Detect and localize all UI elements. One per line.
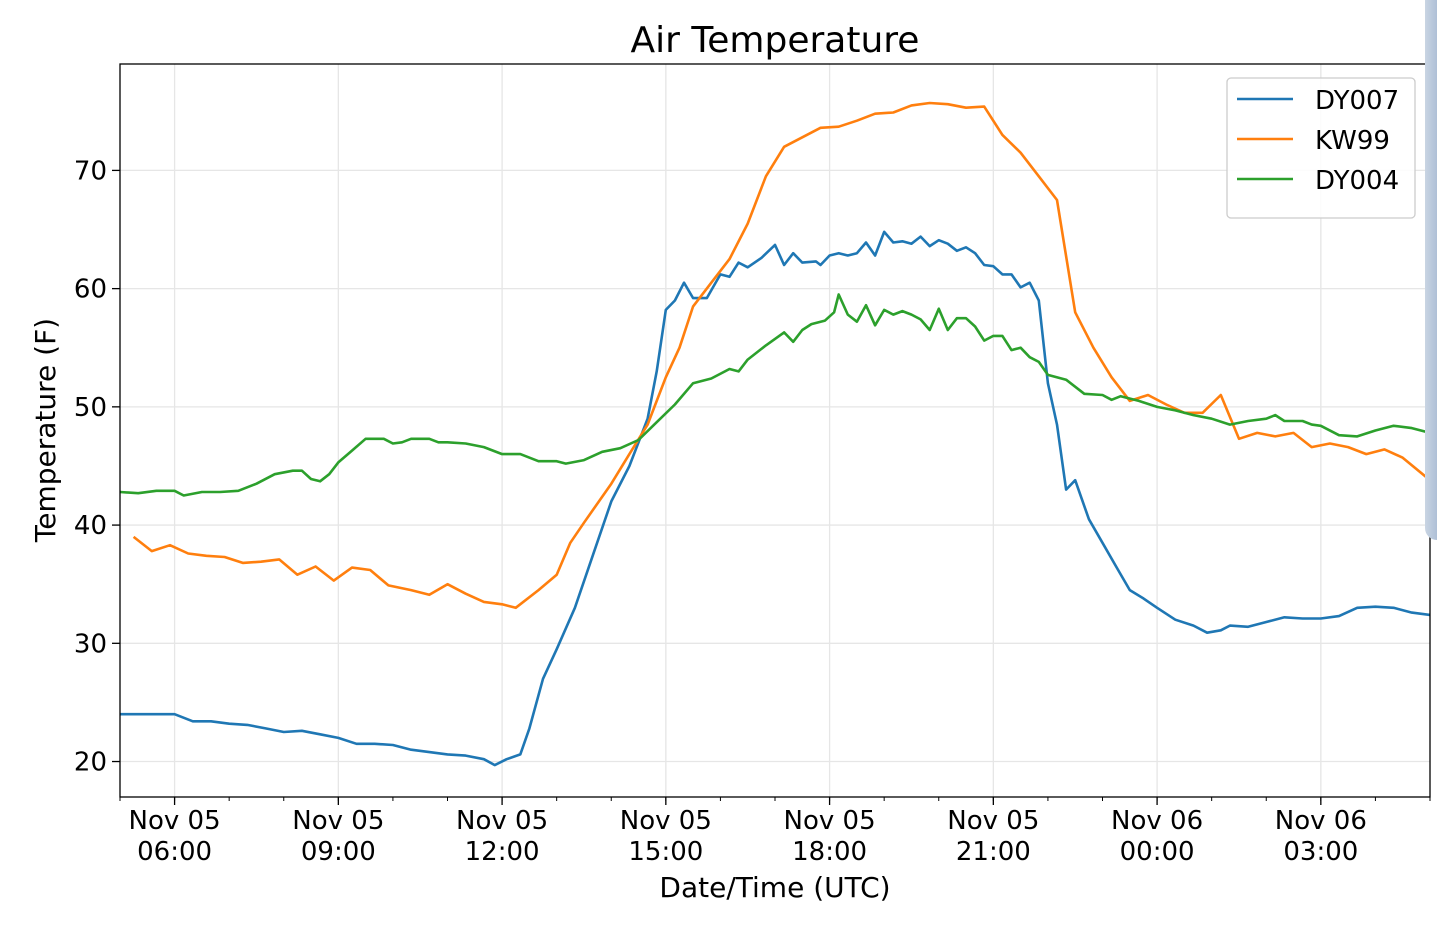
series-line-dy007 (120, 230, 1430, 767)
legend-label-dy007: DY007 (1315, 86, 1399, 116)
series-line-kw99 (132, 101, 1430, 610)
legend-box (1226, 77, 1416, 219)
x-tick-label-date: Nov 05 (784, 806, 876, 836)
x-tick-label-time: 15:00 (628, 837, 703, 867)
series-lines (120, 101, 1430, 767)
x-tick-label-date: Nov 06 (1275, 806, 1367, 836)
chart-title: Air Temperature (631, 20, 920, 61)
window-scrollbar-edge (1425, 0, 1437, 540)
x-tick-label-time: 09:00 (301, 837, 376, 867)
y-tick-label: 20 (74, 748, 107, 778)
y-axis-label: Temperature (F) (29, 318, 62, 543)
y-tick-label: 60 (74, 275, 107, 305)
x-tick-label-date: Nov 05 (620, 806, 712, 836)
x-tick-label-date: Nov 06 (1111, 806, 1203, 836)
series-line-dy004 (120, 293, 1430, 497)
x-tick-label-date: Nov 05 (947, 806, 1039, 836)
x-tick-label-time: 03:00 (1283, 837, 1358, 867)
y-tick-label: 30 (74, 629, 107, 659)
x-tick-label-time: 18:00 (792, 837, 867, 867)
grid (120, 64, 1430, 797)
x-tick-label-time: 21:00 (956, 837, 1031, 867)
x-axis-label: Date/Time (UTC) (659, 871, 890, 904)
x-tick-label-time: 12:00 (465, 837, 540, 867)
y-tick-label: 40 (74, 511, 107, 541)
y-tick-label: 50 (74, 393, 107, 423)
y-tick-label: 70 (74, 156, 107, 186)
x-tick-label-time: 00:00 (1120, 837, 1195, 867)
legend-label-dy004: DY004 (1315, 166, 1399, 196)
legend-label-kw99: KW99 (1315, 126, 1390, 156)
x-tick-label-date: Nov 05 (292, 806, 384, 836)
x-tick-label-date: Nov 05 (456, 806, 548, 836)
x-tick-label-time: 06:00 (137, 837, 212, 867)
x-tick-label-date: Nov 05 (129, 806, 221, 836)
legend: DY007 KW99 DY004 (1226, 77, 1416, 219)
